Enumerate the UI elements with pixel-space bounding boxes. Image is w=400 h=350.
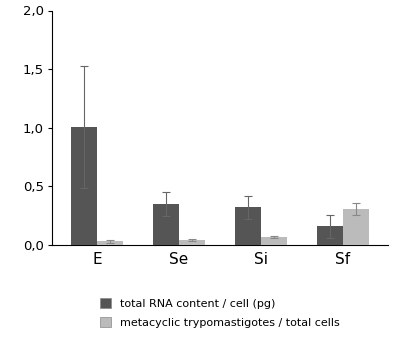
Legend: total RNA content / cell (pg), metacyclic trypomastigotes / total cells: total RNA content / cell (pg), metacycli… — [94, 293, 346, 333]
Bar — [261, 237, 287, 245]
Bar — [97, 241, 123, 245]
Bar — [71, 127, 97, 245]
Bar — [179, 240, 205, 245]
Bar — [235, 208, 261, 245]
Bar — [343, 209, 369, 245]
Bar — [317, 226, 343, 245]
Bar — [153, 204, 179, 245]
